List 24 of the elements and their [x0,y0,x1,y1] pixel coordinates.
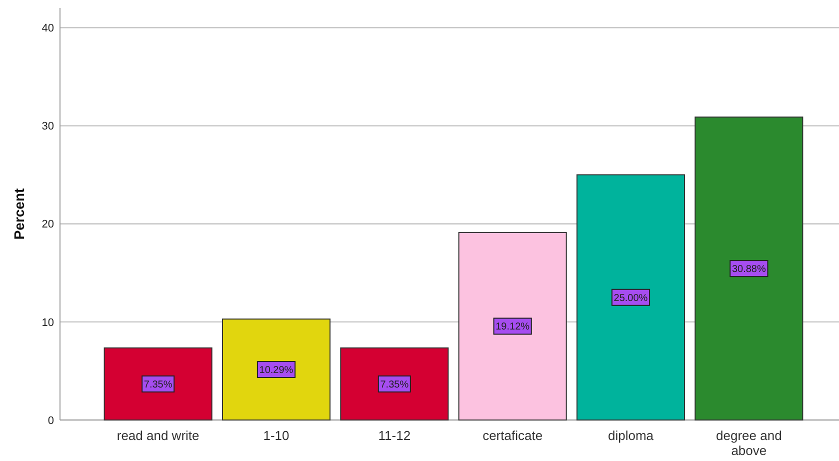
data-label: 19.12% [496,322,530,333]
x-tick-label: read and write [116,428,200,443]
x-tick-label: degree and above [716,428,782,458]
x-tick-label: certaficate [482,428,543,443]
x-tick-label: 11-12 [378,428,411,443]
data-label: 10.29% [259,365,294,376]
bar [458,232,567,420]
bar [340,347,449,420]
data-label: 30.88% [732,264,766,276]
bar [104,347,212,420]
data-label: 7.35% [144,379,172,390]
y-axis-title: Percent [11,188,27,240]
x-tick-label: diploma [608,428,654,443]
bar [576,174,686,420]
bar [694,116,804,420]
bar [222,318,331,420]
x-tick-label: 1-10 [263,428,290,443]
y-tick-label: 0 [48,414,54,427]
y-tick-label: 30 [42,120,54,133]
y-tick-label: 40 [42,22,54,34]
data-label: 25.00% [614,292,648,304]
y-tick-label: 10 [42,316,54,329]
data-label: 7.35% [380,379,409,390]
y-tick-label: 20 [42,218,54,231]
